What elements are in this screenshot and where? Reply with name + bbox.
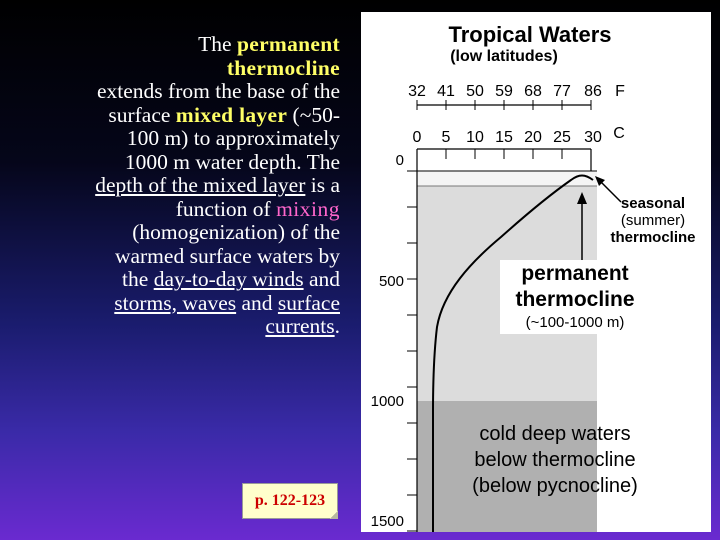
text-run: 1000 m water depth. The bbox=[124, 149, 340, 174]
celsius-tick-label: 25 bbox=[553, 129, 571, 146]
deep-water-zone bbox=[417, 401, 597, 532]
celsius-unit-label: C bbox=[613, 125, 625, 142]
seasonal-arrow-line bbox=[600, 181, 622, 203]
term-thermocline: thermocline bbox=[226, 55, 340, 80]
fahrenheit-tick-label: 41 bbox=[437, 83, 455, 100]
depth-tick-label: 1000 bbox=[371, 393, 404, 410]
term-permanent: permanent bbox=[236, 32, 340, 56]
text-line: depth of the mixed layer is a bbox=[12, 173, 340, 198]
celsius-tick-label: 15 bbox=[495, 129, 513, 146]
text-line: surface mixed layer (~50- bbox=[12, 102, 340, 128]
figure-canvas: Tropical Waters (low latitudes) 32 41 50… bbox=[371, 22, 696, 532]
fahrenheit-tick-label: 59 bbox=[495, 83, 513, 100]
fahrenheit-tick-label: 32 bbox=[408, 83, 426, 100]
slide-body-text: The permanent thermocline extends from t… bbox=[12, 32, 340, 339]
text-run: . bbox=[334, 314, 340, 338]
text-line: the day-to-day winds and bbox=[12, 267, 340, 292]
page-fold-corner bbox=[330, 511, 338, 519]
page-reference-note: p. 122-123 bbox=[242, 483, 338, 519]
text-run: and bbox=[303, 267, 340, 291]
text-run: and bbox=[236, 290, 278, 315]
seasonal-arrow-head bbox=[595, 176, 605, 186]
permanent-label-background bbox=[500, 260, 646, 334]
underlined-phrase: day-to-day winds bbox=[153, 267, 304, 291]
text-run: surface bbox=[108, 102, 176, 127]
underlined-phrase: currents bbox=[265, 314, 335, 338]
celsius-tick-label: 5 bbox=[442, 129, 451, 146]
fahrenheit-ticks bbox=[416, 100, 592, 110]
text-line: 1000 m water depth. The bbox=[12, 149, 340, 175]
text-line: currents. bbox=[12, 314, 340, 339]
text-run: function of bbox=[175, 196, 277, 221]
term-mixed-layer: mixed layer bbox=[175, 102, 288, 127]
deep-water-label: (below pycnocline) bbox=[472, 475, 638, 497]
celsius-tick-label: 10 bbox=[466, 129, 484, 146]
fahrenheit-unit-label: F bbox=[615, 83, 625, 100]
permanent-label: permanent bbox=[521, 262, 628, 285]
permanent-arrow-head bbox=[577, 192, 587, 204]
depth-tick-label: 500 bbox=[379, 273, 404, 290]
text-line: 100 m) to approximately bbox=[12, 126, 340, 151]
seasonal-label: thermocline bbox=[610, 229, 695, 246]
deep-water-label: cold deep waters bbox=[479, 423, 630, 445]
celsius-tick-label: 0 bbox=[413, 129, 422, 146]
permanent-label: thermocline bbox=[515, 288, 634, 311]
figure-title: Tropical Waters bbox=[448, 22, 611, 47]
text-run: (~50- bbox=[287, 102, 340, 127]
permanent-label: (~100-1000 m) bbox=[526, 314, 625, 331]
figure-subtitle: (low latitudes) bbox=[450, 48, 558, 65]
celsius-tick-label: 30 bbox=[584, 129, 602, 146]
page-reference-label: p. 122-123 bbox=[254, 492, 326, 509]
text-line: thermocline bbox=[12, 55, 340, 81]
text-line: extends from the base of the bbox=[12, 79, 340, 104]
seasonal-label: seasonal bbox=[621, 195, 685, 212]
deep-water-label: below thermocline bbox=[474, 449, 635, 471]
text-run: (homogenization) of the bbox=[132, 220, 340, 244]
celsius-tick-label: 20 bbox=[524, 129, 542, 146]
depth-tick-label: 0 bbox=[396, 152, 404, 169]
term-mixing: mixing bbox=[276, 196, 340, 221]
text-line: The permanent bbox=[12, 32, 340, 57]
text-line: storms, waves and surface bbox=[12, 290, 340, 316]
fahrenheit-tick-label: 86 bbox=[584, 83, 602, 100]
text-line: (homogenization) of the bbox=[12, 220, 340, 245]
fahrenheit-tick-label: 77 bbox=[553, 83, 571, 100]
text-run: extends from the base of the bbox=[97, 79, 340, 103]
fahrenheit-tick-label: 50 bbox=[466, 83, 484, 100]
underlined-phrase: storms, waves bbox=[114, 290, 237, 315]
text-line: warmed surface waters by bbox=[12, 243, 340, 269]
fahrenheit-tick-label: 68 bbox=[524, 83, 542, 100]
depth-ticks bbox=[407, 170, 417, 532]
text-run: 100 m) to approximately bbox=[126, 126, 340, 150]
underlined-phrase: depth of the mixed layer bbox=[95, 173, 306, 197]
text-run: warmed surface waters by bbox=[114, 243, 340, 268]
seasonal-label: (summer) bbox=[621, 212, 685, 229]
temperature-depth-figure: Tropical Waters (low latitudes) 32 41 50… bbox=[361, 12, 711, 532]
depth-tick-label: 1500 bbox=[371, 513, 404, 530]
text-run: the bbox=[122, 267, 154, 291]
celsius-ticks bbox=[416, 149, 592, 159]
text-line: function of mixing bbox=[12, 196, 340, 222]
underlined-phrase: surface bbox=[277, 290, 340, 315]
text-run: is a bbox=[305, 173, 340, 197]
temperature-profile-curve bbox=[432, 174, 594, 532]
surface-mixed-layer-zone bbox=[417, 171, 597, 186]
text-run: The bbox=[198, 32, 237, 56]
